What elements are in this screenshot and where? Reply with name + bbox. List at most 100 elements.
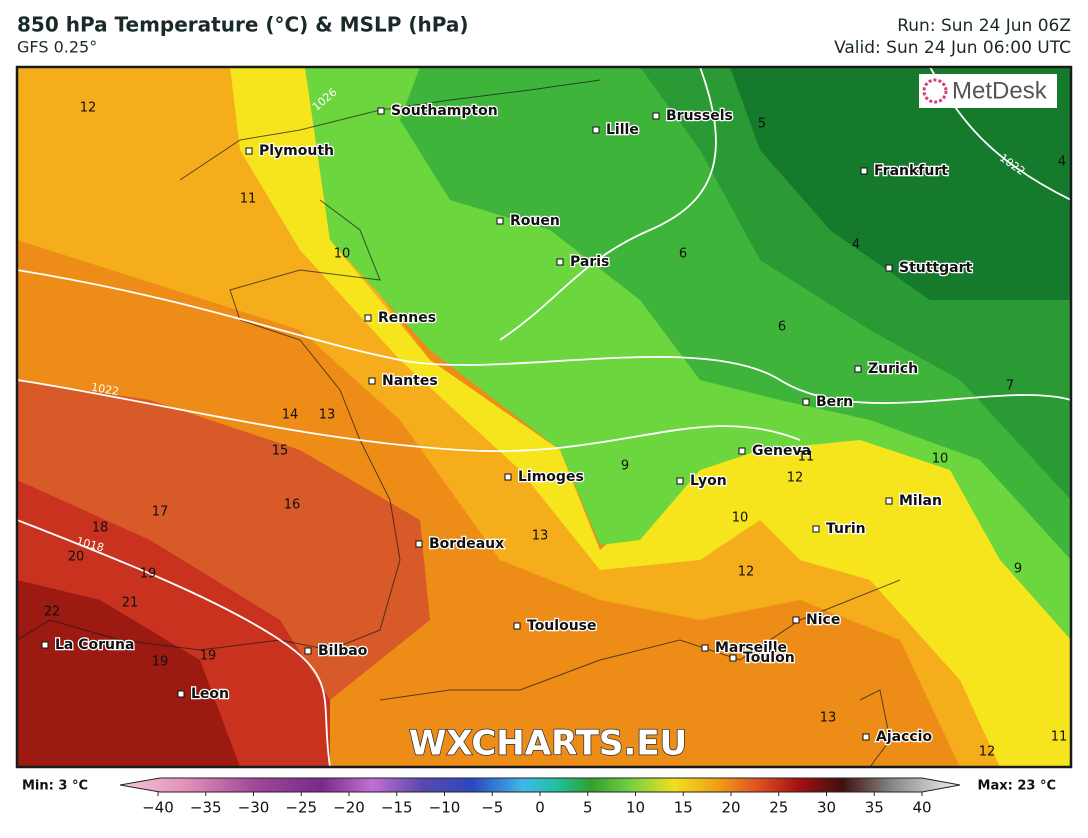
map bbox=[17, 67, 1071, 767]
colorbar-tick-label: 25 bbox=[769, 799, 788, 817]
city-label: Stuttgart bbox=[899, 260, 973, 276]
temp-band bbox=[730, 67, 1071, 300]
city-label: Brussels bbox=[666, 108, 733, 124]
contour-label: 12 bbox=[80, 101, 97, 116]
contour-label: 15 bbox=[272, 444, 289, 459]
contour-label: 10 bbox=[932, 452, 949, 467]
contour-label: 12 bbox=[787, 471, 804, 486]
city-marker bbox=[304, 647, 312, 655]
run-time: Run: Sun 24 Jun 06Z bbox=[897, 16, 1071, 36]
colorbar-tick-label: −25 bbox=[285, 799, 317, 817]
city-label: Geneva bbox=[752, 443, 811, 459]
colorbar-tick-label: −5 bbox=[481, 799, 503, 817]
city-label: Rouen bbox=[510, 213, 560, 229]
contour-label: 13 bbox=[820, 711, 837, 726]
city-label: Milan bbox=[899, 493, 942, 509]
city-marker bbox=[368, 377, 376, 385]
city-label: Bern bbox=[816, 394, 853, 410]
city-marker bbox=[556, 258, 564, 266]
contour-label: 9 bbox=[1014, 562, 1022, 577]
city-marker bbox=[41, 641, 49, 649]
contour-label: 14 bbox=[282, 408, 299, 423]
city-label: Nantes bbox=[382, 373, 438, 389]
contour-label: 19 bbox=[152, 655, 169, 670]
colorbar-tick-label: −30 bbox=[238, 799, 270, 817]
city-label: Lyon bbox=[690, 473, 727, 489]
contour-label: 13 bbox=[319, 408, 336, 423]
city-marker bbox=[676, 477, 684, 485]
contour-label: 10 bbox=[732, 511, 749, 526]
map-frame bbox=[15, 65, 1073, 769]
contour-label: 6 bbox=[679, 247, 687, 262]
city-marker bbox=[701, 644, 709, 652]
contour-label: 11 bbox=[798, 450, 815, 465]
coastline bbox=[17, 79, 901, 767]
city-marker bbox=[513, 622, 521, 630]
city-label: Frankfurt bbox=[874, 163, 948, 179]
colorbar-tick-label: 20 bbox=[721, 799, 740, 817]
contour-label: 18 bbox=[92, 521, 109, 536]
contour-label: 10 bbox=[334, 247, 351, 262]
colorbar-tick-label: 5 bbox=[583, 799, 593, 817]
contour-label: 12 bbox=[738, 565, 755, 580]
contour-label: 11 bbox=[1051, 730, 1068, 745]
city-marker bbox=[377, 107, 385, 115]
city-marker bbox=[652, 112, 660, 120]
colorbar-tick-label: −20 bbox=[333, 799, 365, 817]
city-label: Toulon bbox=[743, 650, 795, 666]
colorbar-tick-label: 10 bbox=[626, 799, 645, 817]
colorbar-tick-label: 40 bbox=[912, 799, 931, 817]
city-label: Marseille bbox=[715, 640, 787, 656]
contour-label: 17 bbox=[152, 505, 169, 520]
valid-time: Valid: Sun 24 Jun 06:00 UTC bbox=[834, 38, 1071, 58]
city-label: Toulouse bbox=[527, 618, 597, 634]
colorbar bbox=[119, 777, 961, 793]
temp-band bbox=[230, 67, 1071, 767]
colorbar-tick-label: 15 bbox=[674, 799, 693, 817]
city-marker bbox=[862, 733, 870, 741]
city-label: Zurich bbox=[868, 361, 918, 377]
city-marker bbox=[885, 264, 893, 272]
city-marker bbox=[812, 525, 820, 533]
contour-label: 13 bbox=[532, 529, 549, 544]
city-label: Turin bbox=[826, 521, 866, 537]
colorbar-tick-label: 30 bbox=[817, 799, 836, 817]
city-label: Bordeaux bbox=[429, 536, 504, 552]
min-label: Min: 3 °C bbox=[22, 779, 88, 794]
logo-icon bbox=[922, 78, 948, 104]
watermark: WXCHARTS.EU bbox=[409, 724, 687, 764]
contour-label: 11 bbox=[240, 192, 257, 207]
colorbar-tick-label: −10 bbox=[429, 799, 461, 817]
contour-label: 21 bbox=[122, 596, 139, 611]
contour-label: 6 bbox=[778, 320, 786, 335]
city-marker bbox=[496, 217, 504, 225]
city-marker bbox=[802, 398, 810, 406]
contour-label: 22 bbox=[44, 605, 61, 620]
title: 850 hPa Temperature (°C) & MSLP (hPa) bbox=[17, 13, 468, 37]
city-marker bbox=[792, 616, 800, 624]
city-label: Bilbao bbox=[318, 643, 368, 659]
city-label: Plymouth bbox=[259, 143, 334, 159]
city-marker bbox=[885, 497, 893, 505]
city-label: Limoges bbox=[518, 469, 584, 485]
city-label: Nice bbox=[806, 612, 840, 628]
city-marker bbox=[738, 447, 746, 455]
contour-label: 19 bbox=[140, 567, 157, 582]
colorbar-tick-label: −35 bbox=[190, 799, 222, 817]
city-marker bbox=[729, 654, 737, 662]
logo-box bbox=[919, 74, 1057, 108]
contour-label: 20 bbox=[68, 550, 85, 565]
colorbar-tick-label: 35 bbox=[865, 799, 884, 817]
contour-label: 9 bbox=[621, 459, 629, 474]
city-label: Rennes bbox=[378, 310, 436, 326]
temp-band bbox=[17, 67, 1071, 767]
contour-label: 5 bbox=[758, 117, 766, 132]
city-label: La Coruna bbox=[55, 637, 134, 653]
city-label: Paris bbox=[570, 254, 609, 270]
isobar-label: 1022 bbox=[90, 381, 120, 399]
city-marker bbox=[854, 365, 862, 373]
city-marker bbox=[592, 126, 600, 134]
city-marker bbox=[860, 167, 868, 175]
logo-text: MetDesk bbox=[952, 77, 1048, 104]
